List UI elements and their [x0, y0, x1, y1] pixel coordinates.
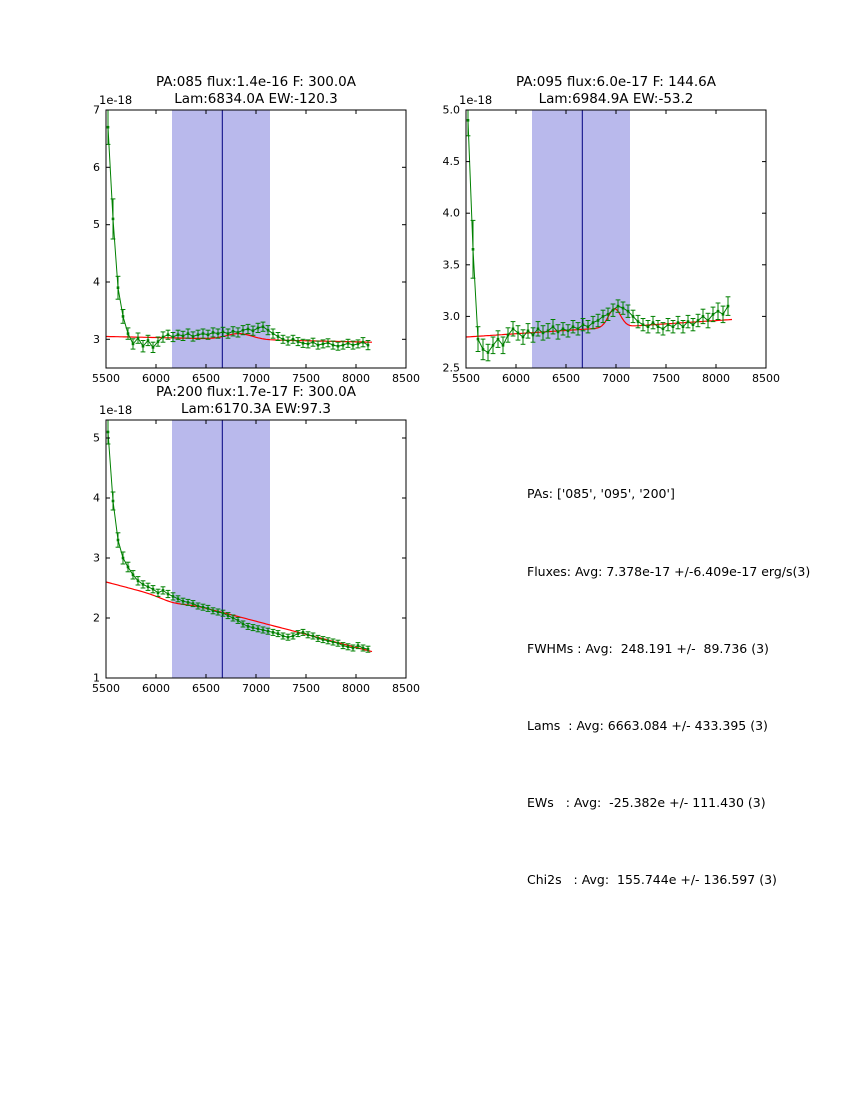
summary-line-fluxes: Fluxes: Avg: 7.378e-17 +/-6.409e-17 erg/…	[527, 563, 811, 579]
y-tick-label: 4.0	[443, 207, 461, 220]
tick-marks	[105, 420, 407, 679]
x-tick-label: 6000	[142, 682, 170, 695]
y-tick-label: 3.5	[443, 258, 461, 271]
x-tick-label: 8000	[342, 682, 370, 695]
data-markers	[466, 119, 730, 354]
x-tick-label: 7000	[242, 372, 270, 385]
fit-window-band	[172, 420, 270, 678]
summary-line-ews: EWs : Avg: -25.382e +/- 111.430 (3)	[527, 794, 766, 810]
summary-stats: PAs: ['085', '095', '200'] Fluxes: Avg: …	[527, 430, 810, 944]
x-tick-label: 6000	[502, 372, 530, 385]
x-tick-label: 5500	[452, 372, 480, 385]
x-tick-label: 6500	[192, 372, 220, 385]
x-tick-label: 5500	[92, 372, 120, 385]
y-tick-label: 3.0	[443, 310, 461, 323]
x-tick-label: 7500	[292, 372, 320, 385]
x-tick-label: 7000	[602, 372, 630, 385]
x-tick-label: 7500	[292, 682, 320, 695]
plot-title-line2: Lam:6170.3A EW:97.3	[181, 401, 331, 417]
y-tick-label: 2.5	[443, 362, 461, 375]
y-tick-label: 7	[93, 104, 100, 117]
tick-marks	[105, 109, 407, 368]
x-tick-label: 6500	[552, 372, 580, 385]
x-tick-label: 7500	[652, 372, 680, 385]
x-tick-label: 8000	[702, 372, 730, 385]
plot-title-line2: Lam:6984.9A EW:-53.2	[539, 91, 694, 107]
y-axis-offset-label: 1e-18	[99, 403, 132, 417]
y-tick-label: 4.5	[443, 155, 461, 168]
spectrum-plot-pa200: 5500 6000 6500 7000 7500 8000 8500 1 2 3 4 5 PA:200 …	[92, 384, 420, 695]
y-tick-label: 6	[93, 161, 100, 174]
y-tick-label: 2	[93, 612, 100, 625]
data-markers	[106, 430, 370, 651]
plot-title-line1: PA:200 flux:1.7e-17 F: 300.0A	[156, 384, 357, 400]
summary-line-lams: Lams : Avg: 6663.084 +/- 433.395 (3)	[527, 717, 768, 733]
x-tick-label: 6000	[142, 372, 170, 385]
summary-line-fwhms: FWHMs : Avg: 248.191 +/- 89.736 (3)	[527, 640, 769, 656]
y-axis-offset-label: 1e-18	[459, 93, 492, 107]
y-tick-label: 1	[93, 672, 100, 685]
y-tick-label: 3	[93, 552, 100, 565]
x-tick-label: 6500	[192, 682, 220, 695]
y-tick-label: 5	[93, 218, 100, 231]
x-tick-label: 8500	[392, 682, 420, 695]
y-tick-label: 3	[93, 333, 100, 346]
plot-title-line1: PA:095 flux:6.0e-17 F: 144.6A	[516, 74, 717, 90]
spectrum-plot-pa095: 5500 6000 6500 7000 7500 8000 8500 2.5 3.0 3.5 4.0…	[443, 74, 781, 385]
spectrum-plot-pa085: 5500 6000 6500 7000 7500 8000 8500 3 4 5 6 7 PA:085 …	[92, 74, 420, 385]
y-tick-label: 4	[93, 276, 100, 289]
summary-line-pas: PAs: ['085', '095', '200']	[527, 486, 675, 502]
x-tick-label: 7000	[242, 682, 270, 695]
tick-marks	[465, 109, 767, 369]
summary-line-chi2s: Chi2s : Avg: 155.744e +/- 136.597 (3)	[527, 871, 777, 887]
plot-title-line2: Lam:6834.0A EW:-120.3	[174, 91, 337, 107]
y-tick-label: 5.0	[443, 104, 461, 117]
plot-title-line1: PA:085 flux:1.4e-16 F: 300.0A	[156, 74, 357, 90]
y-tick-label: 4	[93, 492, 100, 505]
x-tick-label: 8500	[752, 372, 780, 385]
y-tick-label: 5	[93, 432, 100, 445]
fit-window-band	[172, 110, 270, 368]
y-axis-offset-label: 1e-18	[99, 93, 132, 107]
data-markers	[106, 125, 370, 349]
x-tick-label: 5500	[92, 682, 120, 695]
x-tick-label: 8000	[342, 372, 370, 385]
x-tick-label: 8500	[392, 372, 420, 385]
